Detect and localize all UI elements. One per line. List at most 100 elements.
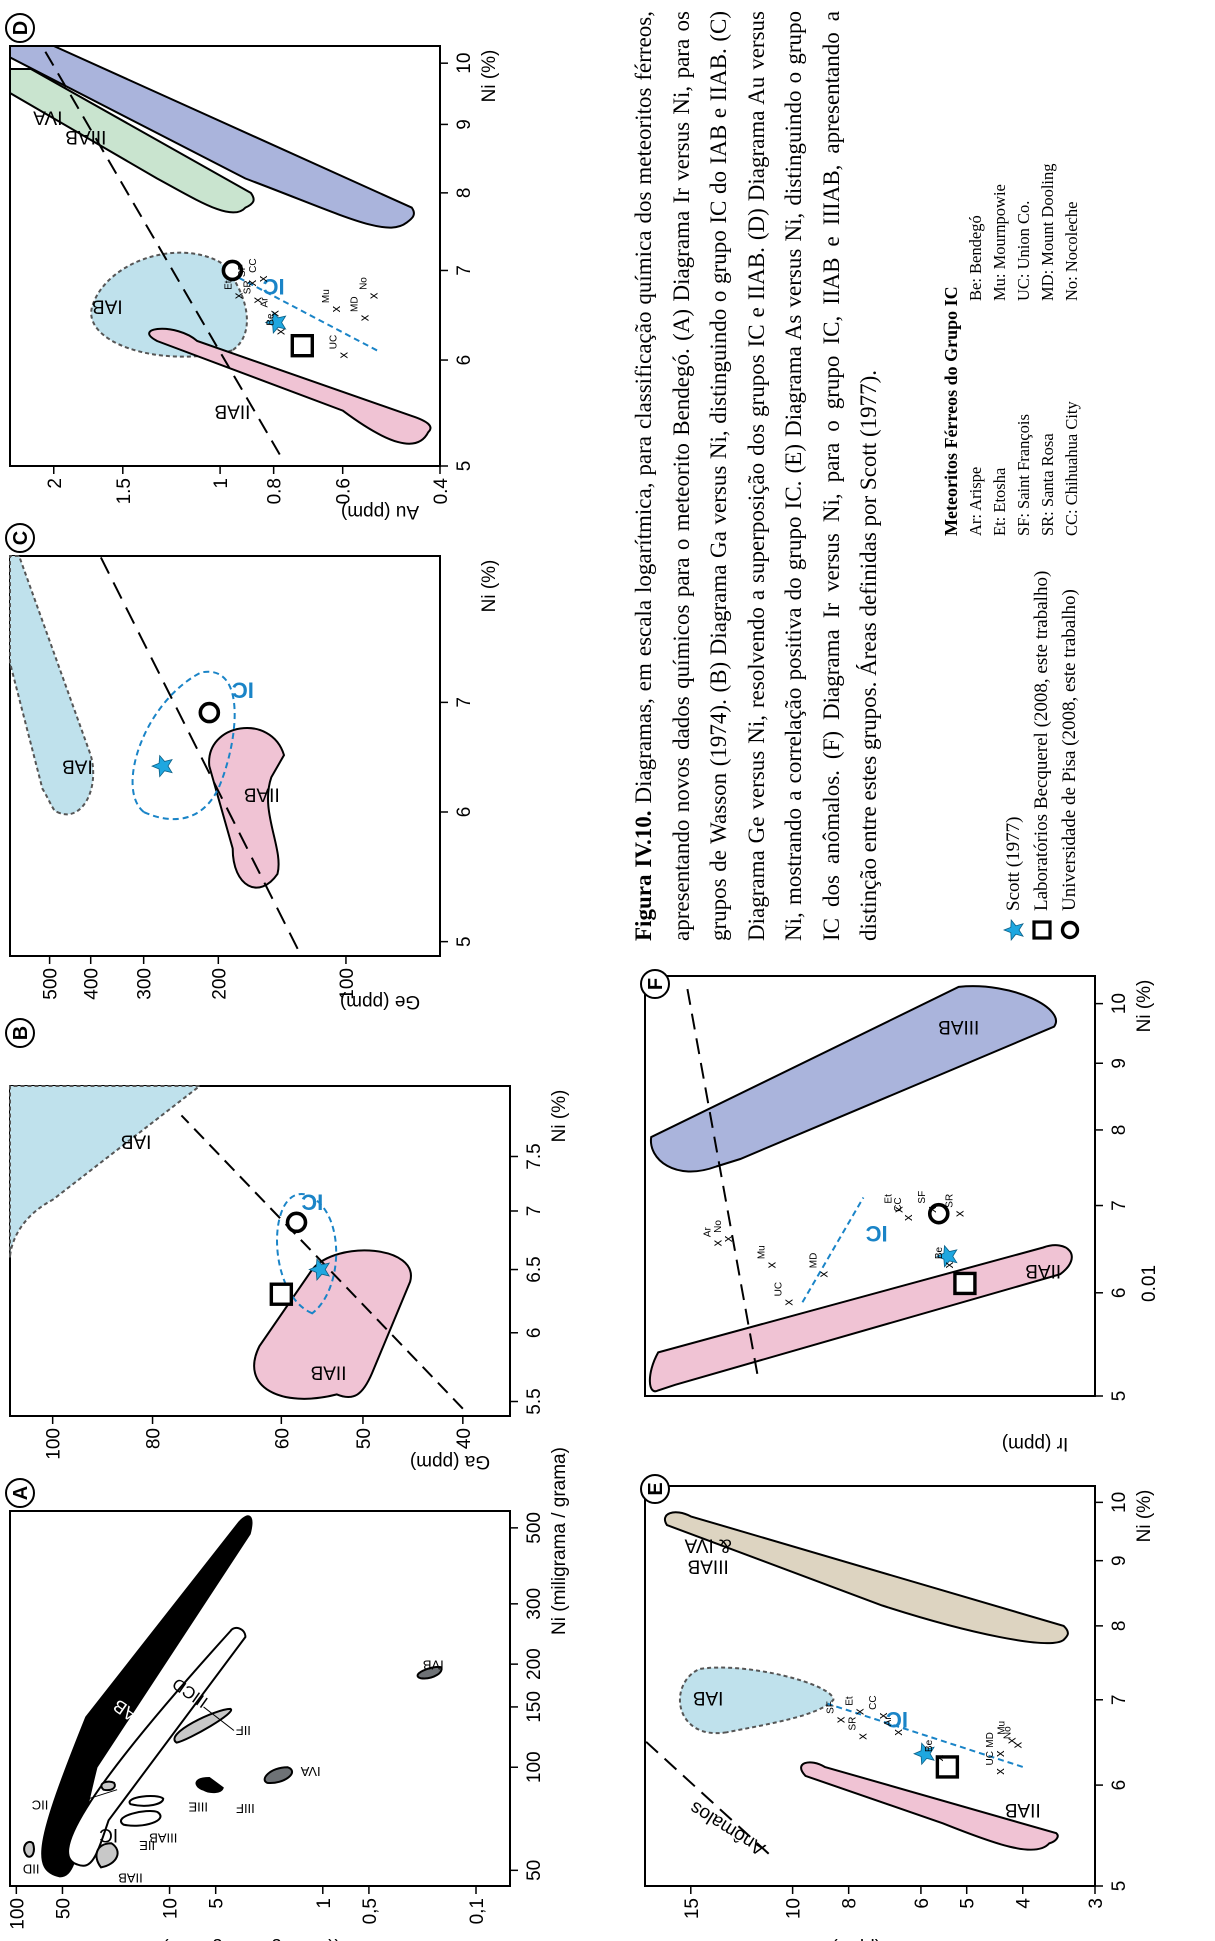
meteorite-label: UC: [774, 1282, 785, 1296]
y-tick-label: 1.5: [114, 478, 135, 504]
meteorite-x-mark: x: [255, 275, 270, 282]
trend-line: [644, 1740, 770, 1855]
y-tick-label: 0.8: [265, 478, 286, 504]
x-tick-label: 6: [524, 1327, 545, 1338]
meteorite-x-mark: x: [992, 1750, 1007, 1757]
panel-e-ticks: 5 6 7 8 9 10 15 10 8 6 5 4 3: [682, 1492, 1130, 1919]
panel-a-frame: [9, 1510, 511, 1887]
group-label: IIAB: [214, 400, 250, 421]
figure-caption-text: Figura IV.10. Diagramas, em escala logar…: [625, 11, 888, 941]
group-label: IVA: [33, 107, 63, 128]
y-tick-label: 300: [135, 968, 156, 1000]
meteorite-label: MD: [985, 1732, 996, 1748]
x-tick-label: 5: [1109, 1881, 1130, 1892]
group-label: IC: [865, 1221, 887, 1246]
meteorite-x-mark: x: [764, 1261, 779, 1268]
meteorite-label: Mu: [757, 1245, 768, 1259]
y-tick-label: 3: [1086, 1898, 1107, 1909]
x-tick-label: 7: [524, 1206, 545, 1217]
meteorite-label: SF: [825, 1701, 836, 1714]
meteorite-x-mark: x: [231, 292, 246, 299]
y-tick-label: 1: [314, 1898, 335, 1909]
trend-line: [685, 981, 759, 1374]
x-tick-label: 6: [454, 355, 475, 366]
meteorite-x-mark: x: [890, 1729, 905, 1736]
x-tick-label: 5: [454, 461, 475, 472]
x-tick-label: 7: [1109, 1200, 1130, 1211]
meteorite-x-mark: x: [992, 1768, 1007, 1775]
panel-a-ticks: 50 100 150 200 300 500 100 50 10 5 1 0,5 0,1: [7, 1512, 545, 1930]
y-axis-label: Ir ((micrograma/grama): [162, 1938, 357, 1941]
panel-d-ticks: 5 6 7 8 9 10 2 1.5 1 0.8 0.6 0.4: [45, 53, 475, 505]
y-tick-label: 500: [41, 968, 62, 1000]
y-tick-label: 6: [912, 1898, 933, 1909]
abbreviations-title: Meteoritos Férreos do Grupo IC: [941, 286, 961, 536]
becquerel-square-point: [269, 1282, 294, 1306]
y-tick-label: 15: [682, 1898, 703, 1919]
y-tick-label: 200: [209, 968, 230, 1000]
x-tick-label: 5: [1109, 1391, 1130, 1402]
meteorite-label: Mu: [996, 1721, 1007, 1735]
group-label: IC: [232, 677, 254, 702]
y-axis-label: Ga (ppm): [410, 1451, 490, 1472]
group-region-iiab: [208, 727, 286, 889]
leader-line: [77, 1789, 118, 1803]
group-label: Anômalos: [686, 1797, 769, 1860]
abbr-item: MD: Mount Dooling: [1038, 163, 1057, 301]
y-tick-label: 8: [840, 1898, 861, 1909]
y-tick-label: 60: [272, 1428, 293, 1449]
abbr-item: No: Nocoleche: [1062, 201, 1081, 301]
panel-e-svg: 5 6 7 8 9 10 15 10 8 6 5 4 3 IAB IIAB IIIAB& IVA IC Anôm…: [640, 1474, 1155, 1941]
x-tick-label: 9: [1109, 1555, 1130, 1566]
panel-e-badge: E: [640, 1474, 670, 1504]
group-region-iiab: [648, 1244, 1073, 1393]
star-icon: [1003, 919, 1024, 941]
group-region-iva: [9, 68, 255, 214]
plot-frame: [9, 1510, 511, 1887]
group-label: IC: [263, 274, 285, 299]
panel-b-badge-circle: [5, 1018, 35, 1048]
x-axis-label: Ni (%): [1134, 1490, 1155, 1543]
ic-trend-line: [827, 1702, 1024, 1768]
meteorite-label: CC: [868, 1695, 879, 1709]
y-tick-label: 5: [207, 1898, 228, 1909]
meteorite-x-mark: x: [328, 305, 343, 312]
scott-star-point: [913, 1742, 935, 1766]
x-axis-label: Ni (%): [479, 50, 500, 103]
meteorite-x-mark: x: [249, 297, 264, 304]
panel-d-badge-circle: [5, 13, 35, 43]
group-region-iab: [9, 555, 95, 816]
group-label: IID: [23, 1861, 40, 1876]
plot-frame: [644, 1485, 1096, 1887]
x-tick-label: 7: [1109, 1694, 1130, 1705]
y-tick-label: 100: [337, 968, 358, 1000]
meteorite-x-mark: x: [815, 1270, 830, 1277]
scott-star-point: [151, 754, 173, 778]
group-label: IC: [886, 1707, 908, 1732]
scott-star-point: [308, 1258, 331, 1282]
meteorite-x-mark: x: [900, 1214, 915, 1221]
group-region-iiiab: [9, 45, 415, 229]
group-region-iab: [9, 1085, 203, 1258]
abbreviations-grid: Ar: Arispe Be: Bendegó Et: Etosha Mu: Mo…: [964, 16, 1084, 536]
y-tick-label: 50: [53, 1898, 74, 1919]
x-axis-label: Ni (miligrama / grama): [549, 1447, 570, 1635]
y-tick-label: 0,1: [467, 1898, 488, 1924]
scott-star-point: [935, 1244, 958, 1268]
trend-line: [99, 555, 299, 950]
y-tick-label: 4: [1014, 1898, 1035, 1909]
legend-label-becquerel: Laboratórios Becquerel (2008, este traba…: [1031, 570, 1052, 911]
group-label: IIF: [236, 1723, 251, 1738]
group-region-iid: [23, 1841, 35, 1858]
meteorite-label: No: [1003, 1726, 1014, 1739]
meteorite-label: No: [358, 277, 369, 290]
meteorite-x-mark: x: [855, 1733, 870, 1740]
abbr-item: SR: Santa Rosa: [1038, 433, 1057, 536]
abbr-item: CC: Chihuahua City: [1062, 401, 1081, 536]
ic-trend-line: [224, 269, 378, 352]
meteorite-x-mark: x: [709, 1239, 724, 1246]
panel-c-frame: [9, 555, 441, 957]
